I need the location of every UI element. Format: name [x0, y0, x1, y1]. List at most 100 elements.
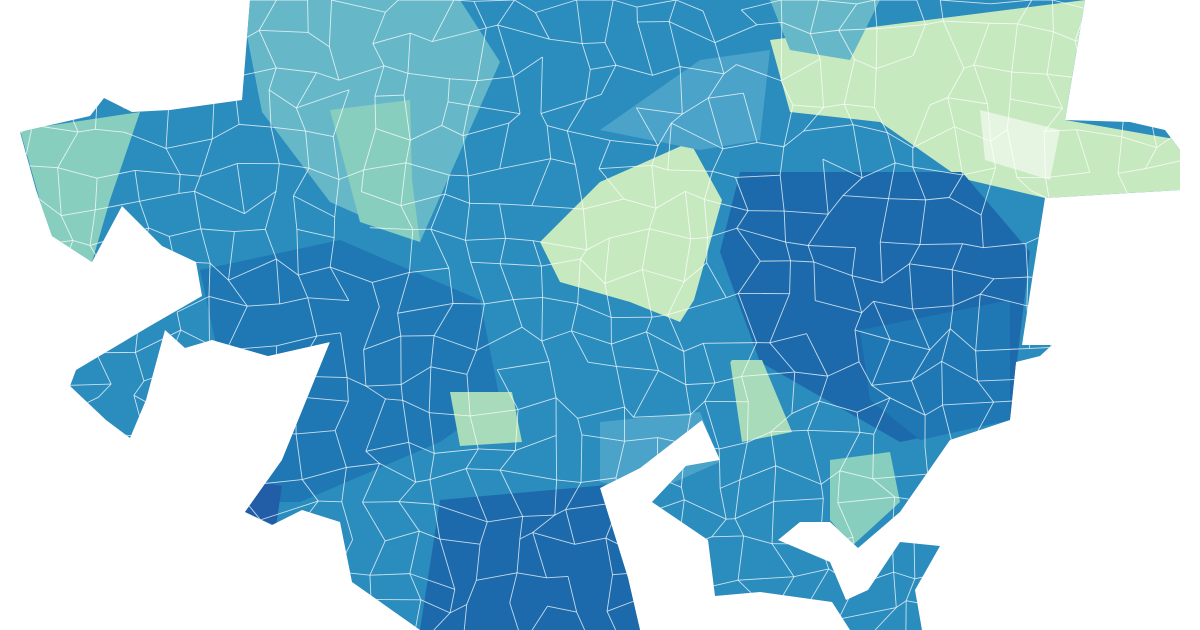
tract-boundary [565, 482, 582, 510]
tract-boundary [1082, 64, 1125, 80]
tract-boundary [276, 67, 317, 74]
tract-boundary [1181, 297, 1193, 347]
tract-boundary [293, 195, 335, 218]
tract-boundary [20, 42, 46, 47]
tract-boundary [942, 404, 953, 443]
tract-boundary [239, 123, 272, 128]
tract-boundary [204, 65, 229, 79]
tract-boundary [199, 138, 213, 177]
tract-boundary [305, 610, 339, 621]
tract-boundary [0, 245, 8, 265]
tract-boundary [980, 167, 996, 216]
tract-boundary [535, 0, 577, 14]
tract-boundary [619, 501, 636, 518]
tract-boundary [20, 381, 34, 384]
tract-boundary [1145, 158, 1180, 170]
tract-boundary [1178, 132, 1180, 160]
tract-boundary [780, 58, 821, 82]
tract-boundary [1023, 568, 1046, 575]
tract-boundary [24, 548, 38, 570]
tract-boundary [57, 131, 79, 168]
tract-boundary [92, 300, 97, 353]
tract-boundary [194, 190, 245, 214]
tract-boundary [973, 64, 988, 104]
tract-boundary [143, 468, 181, 478]
tract-boundary [1031, 190, 1050, 200]
tract-boundary [228, 616, 246, 630]
tract-region[interactable] [20, 112, 140, 262]
tract-region[interactable] [420, 482, 640, 630]
tract-region[interactable] [830, 452, 900, 546]
tract-boundary [0, 2, 9, 47]
tract-boundary [72, 240, 91, 246]
tract-region[interactable] [600, 50, 770, 150]
tract-boundary [889, 397, 926, 416]
tract-boundary [604, 283, 612, 318]
tract-boundary [993, 607, 1020, 615]
tract-boundary [888, 198, 926, 201]
tract-boundary [605, 537, 613, 575]
tract-boundary [810, 29, 839, 35]
tract-boundary [773, 498, 824, 502]
tract-boundary [843, 104, 854, 125]
tract-boundary [1125, 282, 1161, 285]
tract-region[interactable] [770, 0, 1180, 198]
tract-boundary [577, 303, 612, 318]
tract-boundary [542, 297, 578, 305]
tract-boundary [779, 175, 785, 212]
tract-boundary [134, 272, 141, 312]
tract-region[interactable] [730, 360, 792, 442]
tract-boundary [954, 126, 963, 176]
tract-boundary [94, 178, 98, 210]
tract-boundary [1023, 540, 1029, 574]
tract-boundary [514, 0, 536, 14]
tract-boundary [1178, 112, 1180, 133]
tract-boundary [854, 312, 863, 331]
tract-boundary [143, 569, 183, 583]
tract-boundary [989, 22, 1018, 25]
tract-boundary [1083, 541, 1089, 571]
tract-region[interactable] [860, 300, 1010, 440]
tract-region[interactable] [500, 260, 740, 400]
tract-boundary [296, 228, 335, 239]
tract-boundary [214, 91, 236, 96]
tract-region[interactable] [980, 110, 1060, 180]
tract-boundary [785, 241, 791, 261]
tract-boundary [509, 602, 519, 630]
tract-boundary [807, 400, 820, 431]
tract-boundary [448, 268, 454, 304]
tract-region[interactable] [540, 142, 722, 322]
tract-boundary [521, 326, 543, 342]
tract-boundary [773, 465, 777, 502]
tract-boundary [410, 32, 433, 43]
tract-boundary [56, 575, 59, 618]
tract-boundary [780, 0, 783, 23]
tract-boundary [975, 433, 982, 483]
tract-boundary [809, 601, 828, 630]
tract-boundary [541, 330, 572, 342]
tract-boundary [950, 541, 956, 571]
tract-boundary [677, 536, 712, 551]
tract-boundary [1046, 74, 1063, 109]
tract-boundary [771, 501, 775, 544]
tract-boundary [407, 72, 450, 80]
tract-region[interactable] [450, 392, 522, 446]
tract-boundary [429, 468, 467, 481]
tract-boundary [1196, 0, 1197, 38]
tract-boundary [807, 429, 860, 433]
tract-boundary [1050, 332, 1088, 348]
tract-boundary [236, 362, 277, 386]
tract-boundary [940, 0, 991, 5]
tract-boundary [548, 361, 557, 398]
tract-boundary [514, 409, 519, 451]
tract-boundary [580, 477, 617, 483]
tract-boundary [881, 263, 910, 284]
tract-boundary [567, 576, 578, 613]
tract-boundary [180, 329, 210, 345]
tract-boundary [571, 303, 579, 331]
tract-boundary [402, 399, 430, 414]
tract-region[interactable] [770, 0, 880, 60]
tract-boundary [941, 328, 951, 362]
tract-boundary [434, 448, 479, 454]
tract-boundary [734, 501, 774, 520]
